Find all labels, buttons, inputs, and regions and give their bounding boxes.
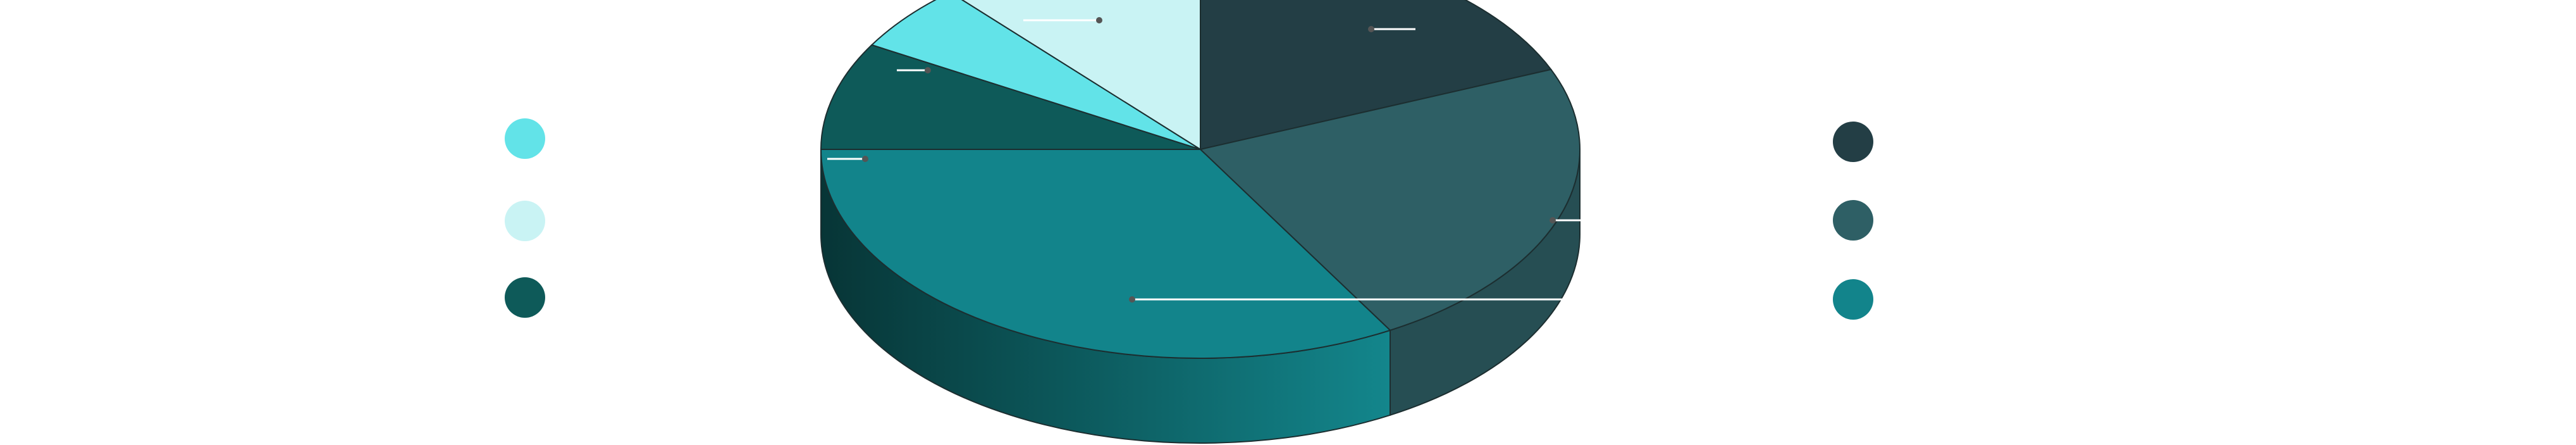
legend [505,118,1873,320]
legend-marker-left-0 [505,118,545,159]
leader-dot-4 [925,67,931,73]
legend-marker-left-1 [505,201,545,241]
pie-slice-0 [1200,0,1553,151]
pie-leader-lines [827,17,1587,303]
leader-dot-1 [1550,217,1556,223]
pie-slice-1 [1199,68,1581,331]
pie-slice-5 [961,0,1201,151]
leader-dot-2 [1129,296,1135,303]
pie-slice-2 [820,149,1391,359]
legend-marker-right-0 [1833,122,1873,162]
leader-dot-5 [1096,17,1102,23]
legend-marker-right-2 [1833,279,1873,320]
pie-slice-4 [870,0,1201,150]
leader-dot-0 [1368,26,1374,32]
legend-marker-left-2 [505,277,545,318]
legend-marker-right-1 [1833,200,1873,241]
leader-dot-3 [862,156,868,162]
